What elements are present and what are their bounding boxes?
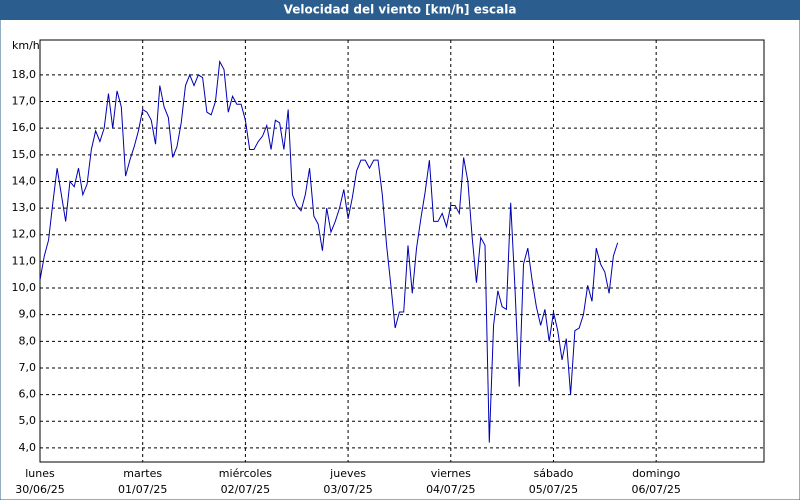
x-tick-date: 03/07/25 (323, 483, 372, 496)
x-tick-label: miércoles (219, 467, 272, 480)
chart-title: Velocidad del viento [km/h] escala (284, 3, 517, 17)
x-tick-date: 30/06/25 (15, 483, 64, 496)
y-tick-label: 11,0 (12, 254, 37, 267)
y-tick-label: 18,0 (12, 68, 37, 81)
y-tick-label: 8,0 (19, 334, 37, 347)
x-tick-label: viernes (431, 467, 471, 480)
x-tick-date: 05/07/25 (529, 483, 578, 496)
wind-line (39, 59, 619, 443)
x-tick-label: domingo (632, 467, 680, 480)
y-tick-label: 9,0 (19, 308, 37, 321)
y-tick-label: 17,0 (12, 95, 37, 108)
x-tick-label: jueves (329, 467, 366, 480)
y-tick-label: 13,0 (12, 201, 37, 214)
y-tick-label: 6,0 (19, 388, 37, 401)
x-tick-date: 04/07/25 (426, 483, 475, 496)
y-tick-label: 7,0 (19, 361, 37, 374)
y-tick-label: 14,0 (12, 174, 37, 187)
x-tick-label: martes (123, 467, 162, 480)
x-tick-date: 06/07/25 (631, 483, 680, 496)
y-unit: km/h (12, 39, 40, 52)
x-tick-date: 01/07/25 (118, 483, 167, 496)
x-tick-date: 02/07/25 (221, 483, 270, 496)
y-tick-label: 12,0 (12, 228, 37, 241)
title-bar (0, 0, 800, 20)
y-tick-label: 15,0 (12, 148, 37, 161)
x-tick-label: lunes (25, 467, 55, 480)
y-tick-label: 16,0 (12, 121, 37, 134)
y-tick-label: 10,0 (12, 281, 37, 294)
y-tick-label: 5,0 (19, 414, 37, 427)
y-tick-label: 4,0 (19, 441, 37, 454)
x-tick-label: sábado (534, 467, 574, 480)
